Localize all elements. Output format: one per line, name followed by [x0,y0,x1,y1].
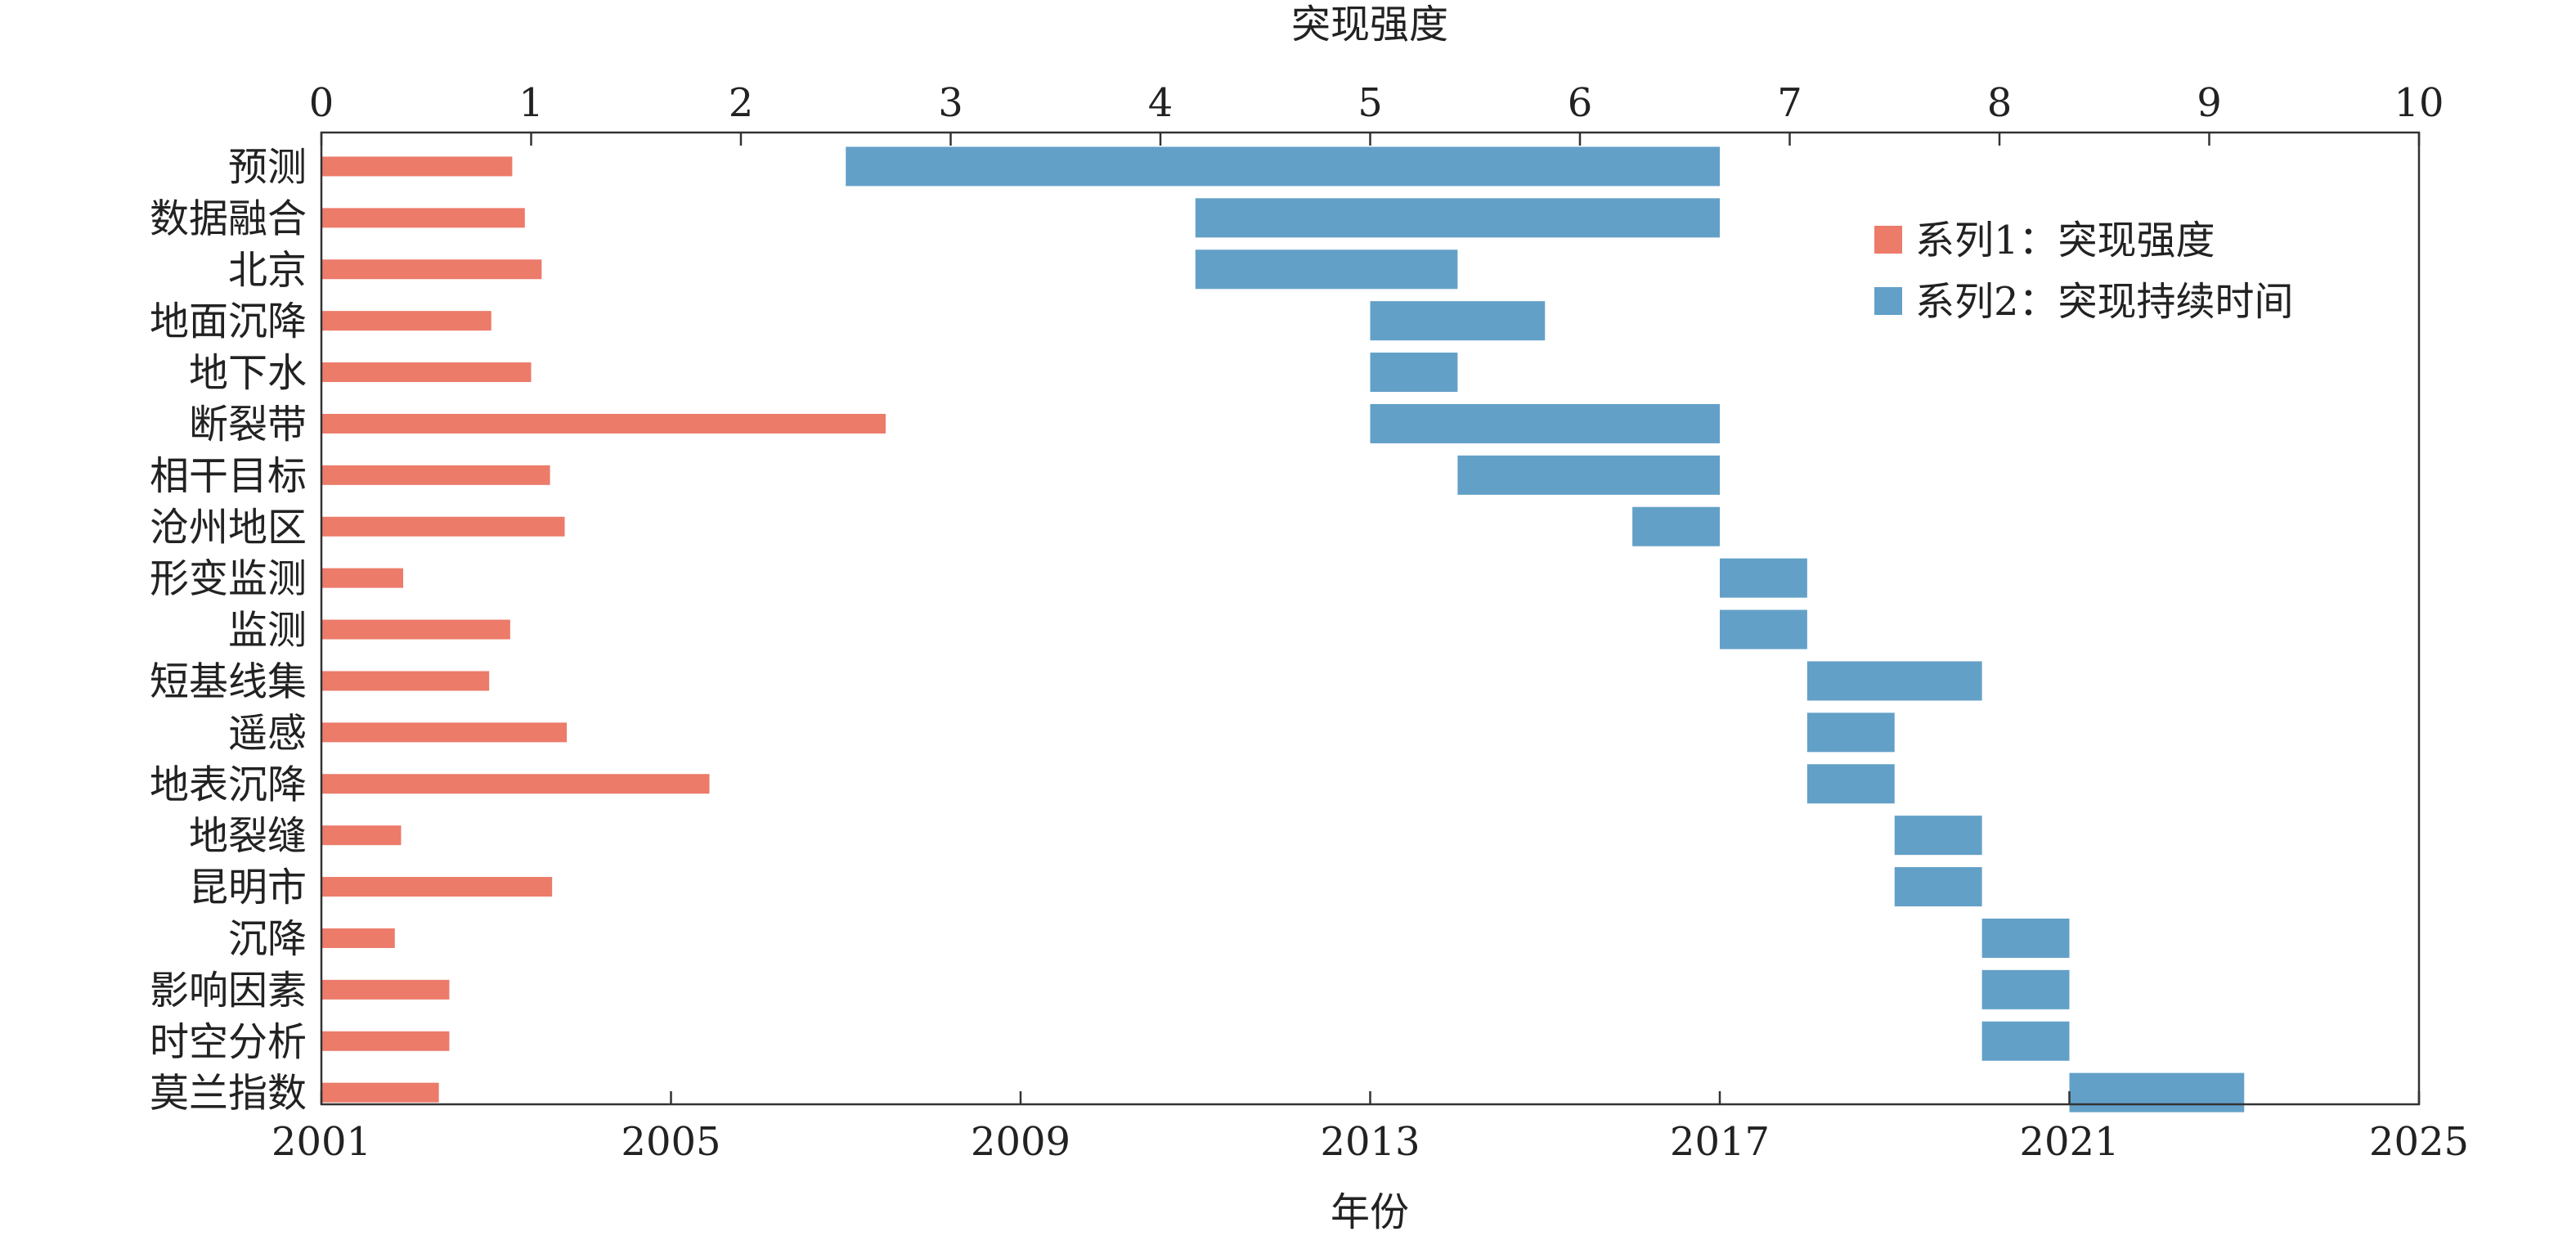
top-tick-label-4: 4 [1148,80,1174,126]
strength-bar-7 [321,465,550,485]
top-tick-label-8: 8 [1987,80,2013,126]
duration-bar-18 [1981,1021,2070,1061]
strength-bar-5 [321,362,532,383]
bottom-tick-label-2025: 2025 [2369,1119,2469,1165]
duration-bar-8 [1632,506,1720,546]
duration-bar-13 [1806,764,1895,804]
legend-label-duration: 系列2：突现持续时间 [1915,279,2294,325]
category-label-6: 断裂带 [189,402,307,447]
duration-bar-10 [1720,609,1807,649]
top-tick-label-6: 6 [1568,80,1593,126]
strength-bar-2 [321,208,525,228]
duration-bar-15 [1894,867,1982,907]
duration-bar-7 [1457,455,1720,495]
strength-bar-13 [321,774,710,794]
top-axis-title: 突现强度 [1291,2,1448,47]
category-label-12: 遥感 [228,710,307,756]
strength-bar-19 [321,1082,439,1103]
top-tick-label-7: 7 [1777,80,1802,126]
duration-bar-4 [1370,301,1546,341]
duration-bar-2 [1195,198,1720,238]
top-tick-label-0: 0 [309,80,334,126]
strength-bar-18 [321,1031,450,1051]
strength-bar-4 [321,311,491,331]
category-label-11: 短基线集 [150,658,307,704]
strength-bar-9 [321,568,404,588]
category-label-1: 预测 [228,144,307,190]
category-label-2: 数据融合 [150,196,307,241]
category-label-16: 沉降 [228,916,307,962]
strength-bar-11 [321,671,490,691]
duration-bar-1 [846,146,1720,187]
y-axis: 预测数据融合北京地面沉降地下水断裂带相干目标沧州地区形变监测监测短基线集遥感地表… [150,144,307,1116]
bottom-tick-label-2013: 2013 [1320,1119,1420,1165]
duration-bar-5 [1370,353,1458,393]
strength-bar-6 [321,413,886,434]
category-label-15: 昆明市 [189,865,307,910]
category-label-9: 形变监测 [150,556,307,602]
category-label-8: 沧州地区 [150,505,307,551]
legend-swatch-duration [1874,287,1902,315]
top-tick-label-1: 1 [518,80,544,126]
category-label-13: 地表沉降 [150,762,307,807]
bars-layer [321,146,2245,1112]
top-axis: 0 1 2 3 4 5 6 7 8 9 10 [309,80,2444,146]
category-label-5: 地下水 [189,350,307,396]
bottom-tick-label-2009: 2009 [971,1119,1070,1165]
duration-bar-9 [1720,558,1807,598]
strength-bar-8 [321,516,565,537]
strength-bar-12 [321,722,568,743]
duration-bar-19 [2069,1072,2245,1112]
bottom-axis: 2001 2005 2009 2013 2017 2021 2025 [272,1091,2469,1165]
category-label-18: 时空分析 [150,1019,307,1065]
bottom-tick-label-2021: 2021 [2019,1119,2119,1165]
legend-label-strength: 系列1：突现强度 [1915,218,2215,263]
top-tick-label-10: 10 [2394,80,2444,126]
strength-bar-16 [321,928,395,948]
strength-bar-1 [321,156,513,177]
strength-bar-3 [321,259,542,280]
duration-bar-12 [1806,712,1895,753]
duration-bar-14 [1894,816,1982,856]
category-label-10: 监测 [228,608,307,654]
duration-bar-6 [1370,403,1720,443]
duration-bar-16 [1981,918,2070,958]
category-label-19: 莫兰指数 [150,1071,307,1117]
duration-bar-3 [1195,249,1458,290]
category-label-17: 影响因素 [150,968,307,1014]
bottom-tick-label-2017: 2017 [1670,1119,1770,1165]
bottom-axis-title: 年份 [1331,1189,1409,1235]
top-tick-label-9: 9 [2197,80,2222,126]
category-label-4: 地面沉降 [150,299,307,344]
top-tick-label-2: 2 [729,80,754,126]
category-label-7: 相干目标 [150,453,307,499]
bottom-tick-label-2005: 2005 [621,1119,720,1165]
strength-bar-17 [321,979,450,1000]
strength-bar-10 [321,619,510,640]
duration-bar-17 [1981,969,2070,1009]
top-tick-label-5: 5 [1358,80,1383,126]
strength-bar-14 [321,825,402,846]
category-label-3: 北京 [228,247,307,293]
category-label-14: 地裂缝 [189,813,307,859]
legend: 系列1：突现强度 系列2：突现持续时间 [1874,218,2294,325]
duration-bar-11 [1806,661,1982,701]
legend-swatch-strength [1874,226,1902,254]
top-tick-label-3: 3 [938,80,963,126]
strength-bar-15 [321,877,553,897]
bottom-tick-label-2001: 2001 [272,1119,371,1165]
